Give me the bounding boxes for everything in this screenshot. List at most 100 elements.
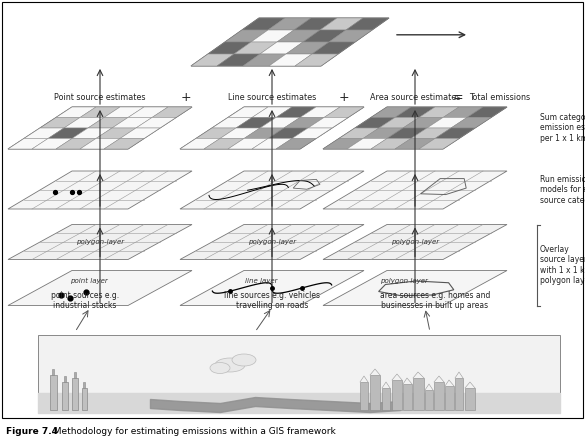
Polygon shape <box>180 271 364 306</box>
Polygon shape <box>371 107 411 117</box>
Polygon shape <box>251 30 294 42</box>
Bar <box>62 382 68 410</box>
Polygon shape <box>191 54 234 66</box>
Polygon shape <box>323 107 507 149</box>
Bar <box>72 378 78 410</box>
Polygon shape <box>243 54 286 66</box>
Polygon shape <box>56 107 96 117</box>
Polygon shape <box>104 107 144 117</box>
Bar <box>382 388 390 410</box>
Polygon shape <box>180 139 220 149</box>
Polygon shape <box>443 107 483 117</box>
Bar <box>50 375 57 410</box>
Polygon shape <box>56 139 96 149</box>
Text: polygon-layer: polygon-layer <box>248 239 296 245</box>
Polygon shape <box>395 139 435 149</box>
Polygon shape <box>300 107 340 117</box>
Polygon shape <box>387 128 427 139</box>
Polygon shape <box>136 117 176 128</box>
Polygon shape <box>355 117 395 128</box>
Polygon shape <box>260 42 303 54</box>
Bar <box>434 382 444 410</box>
Bar <box>403 384 412 410</box>
Polygon shape <box>451 117 491 128</box>
Text: line layer: line layer <box>245 278 277 284</box>
Bar <box>64 376 66 382</box>
Polygon shape <box>8 271 192 306</box>
Polygon shape <box>252 139 292 149</box>
Bar <box>465 388 475 410</box>
Polygon shape <box>88 117 128 128</box>
Polygon shape <box>323 271 507 306</box>
Polygon shape <box>104 139 144 149</box>
Polygon shape <box>244 128 284 139</box>
Bar <box>360 382 368 410</box>
Text: Total emissions: Total emissions <box>469 93 531 102</box>
Polygon shape <box>180 171 364 209</box>
Polygon shape <box>80 139 120 149</box>
Polygon shape <box>346 18 389 30</box>
Polygon shape <box>294 18 337 30</box>
Polygon shape <box>371 139 411 149</box>
Polygon shape <box>234 42 277 54</box>
Bar <box>413 378 424 410</box>
Polygon shape <box>323 224 507 260</box>
Polygon shape <box>212 117 252 128</box>
Text: polygon layer: polygon layer <box>380 278 428 284</box>
Text: Methodology for estimating emissions within a GIS framework: Methodology for estimating emissions wit… <box>48 428 336 437</box>
Polygon shape <box>225 30 268 42</box>
Polygon shape <box>252 107 292 117</box>
Bar <box>425 390 433 410</box>
Polygon shape <box>204 139 244 149</box>
Polygon shape <box>268 18 311 30</box>
Polygon shape <box>277 30 320 42</box>
Polygon shape <box>8 139 48 149</box>
Polygon shape <box>339 128 379 139</box>
Bar <box>82 388 87 410</box>
Polygon shape <box>80 107 120 117</box>
Polygon shape <box>411 128 451 139</box>
Polygon shape <box>323 171 507 209</box>
Polygon shape <box>8 171 192 209</box>
Text: polygon-layer: polygon-layer <box>76 239 124 245</box>
Polygon shape <box>269 54 312 66</box>
Polygon shape <box>236 117 276 128</box>
Polygon shape <box>38 335 560 413</box>
Polygon shape <box>40 117 80 128</box>
Polygon shape <box>120 128 160 139</box>
Polygon shape <box>196 128 236 139</box>
Polygon shape <box>276 139 316 149</box>
Bar <box>455 378 463 410</box>
Polygon shape <box>268 128 308 139</box>
Text: Area source estimates: Area source estimates <box>370 93 460 102</box>
Text: =: = <box>452 91 463 104</box>
Polygon shape <box>8 107 192 149</box>
Bar <box>445 386 454 410</box>
Text: Line source estimates: Line source estimates <box>228 93 316 102</box>
Polygon shape <box>191 18 389 66</box>
Polygon shape <box>324 107 364 117</box>
Polygon shape <box>8 224 192 260</box>
Text: Point source estimates: Point source estimates <box>54 93 146 102</box>
Polygon shape <box>112 117 152 128</box>
Polygon shape <box>303 30 346 42</box>
Polygon shape <box>403 117 443 128</box>
Polygon shape <box>312 42 355 54</box>
Polygon shape <box>228 107 268 117</box>
Polygon shape <box>72 128 112 139</box>
Polygon shape <box>419 139 459 149</box>
Ellipse shape <box>210 363 230 373</box>
Polygon shape <box>320 18 363 30</box>
Polygon shape <box>347 139 387 149</box>
Bar <box>83 382 85 388</box>
Ellipse shape <box>232 354 256 366</box>
Polygon shape <box>308 117 348 128</box>
Polygon shape <box>329 30 372 42</box>
Text: line sources e.g. vehicles
travelling on roads: line sources e.g. vehicles travelling on… <box>224 291 320 310</box>
Text: polygon-layer: polygon-layer <box>391 239 439 245</box>
Polygon shape <box>152 107 192 117</box>
Polygon shape <box>276 107 316 117</box>
Polygon shape <box>292 128 332 139</box>
Text: point sources e.g.
industrial stacks: point sources e.g. industrial stacks <box>51 291 119 310</box>
Text: Run emissions
models for each
source category: Run emissions models for each source cat… <box>540 175 585 205</box>
